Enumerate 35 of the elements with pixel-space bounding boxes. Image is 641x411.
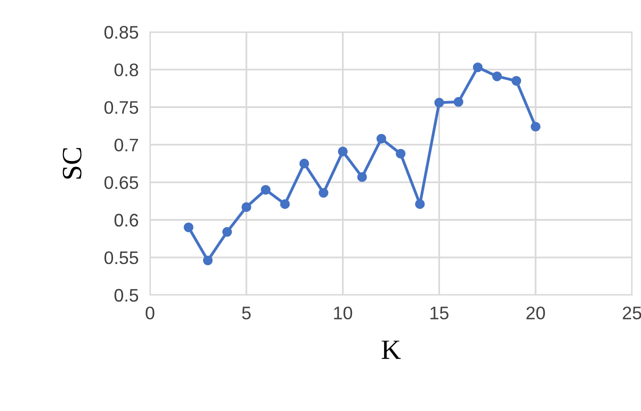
- point: [280, 199, 290, 209]
- x-tick-label: 10: [334, 306, 352, 320]
- point: [454, 97, 464, 107]
- point: [434, 98, 444, 108]
- y-tick-label: 0.8: [114, 64, 138, 76]
- y-axis-title: SC: [62, 148, 82, 179]
- point: [260, 184, 271, 195]
- point: [396, 148, 406, 159]
- point: [511, 76, 522, 86]
- point: [242, 202, 252, 212]
- y-tick-label: 0.85: [104, 26, 138, 39]
- point: [472, 62, 483, 72]
- point: [222, 227, 232, 237]
- point: [530, 122, 540, 132]
- y-tick-label: 0.6: [114, 214, 138, 227]
- y-tick-label: 0.5: [114, 288, 138, 302]
- y-tick-label: 0.75: [104, 101, 138, 114]
- point: [299, 158, 310, 168]
- x-tick-label: 25: [622, 306, 641, 320]
- point: [202, 256, 213, 266]
- point: [357, 172, 367, 182]
- point: [338, 146, 348, 156]
- point: [318, 188, 328, 198]
- point: [492, 71, 502, 82]
- x-tick-label: 5: [242, 306, 251, 320]
- point: [184, 222, 194, 232]
- x-tick-label: 0: [146, 306, 154, 320]
- x-axis-title: K: [382, 340, 401, 359]
- x-tick-label: 20: [526, 306, 545, 320]
- x-tick-label: 15: [430, 306, 448, 320]
- y-tick-label: 0.55: [104, 251, 138, 264]
- y-tick-label: 0.65: [104, 176, 138, 190]
- y-tick-label: 0.7: [114, 138, 138, 152]
- point: [376, 134, 386, 144]
- point: [415, 199, 425, 209]
